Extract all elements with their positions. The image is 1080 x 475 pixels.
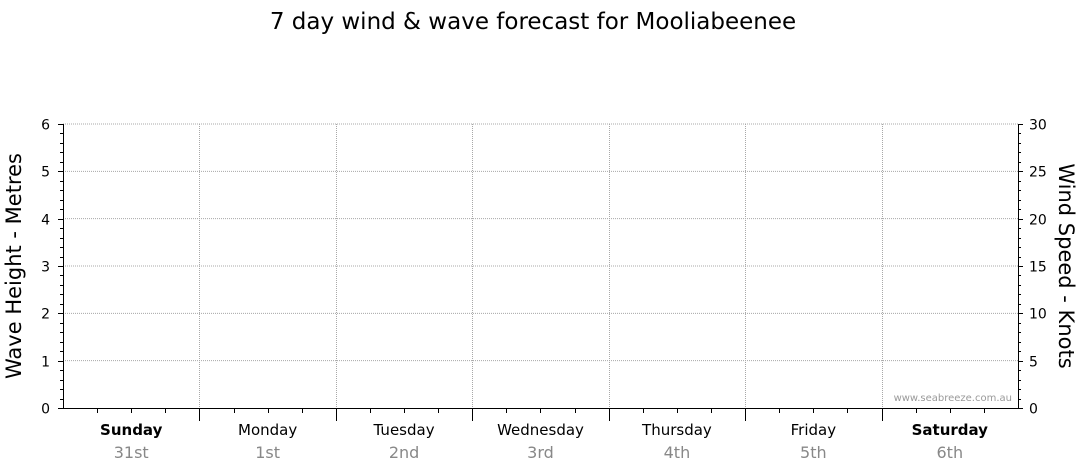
right-tick-label: 30 — [1029, 118, 1047, 134]
right-tick-label: 15 — [1029, 260, 1047, 276]
chart-title: 7 day wind & wave forecast for Mooliabee… — [270, 9, 796, 35]
day-date-label: 3rd — [527, 443, 554, 462]
day-name-label: Wednesday — [497, 421, 584, 439]
right-tick-label: 20 — [1029, 213, 1047, 229]
day-date-label: 31st — [114, 443, 149, 462]
left-tick-label: 5 — [41, 165, 50, 181]
left-tick-label: 6 — [41, 118, 50, 134]
day-name-label: Friday — [791, 421, 837, 439]
day-date-label: 5th — [800, 443, 827, 462]
day-name-label: Tuesday — [373, 421, 435, 439]
left-tick-label: 2 — [41, 307, 50, 323]
right-tick-label: 25 — [1029, 165, 1047, 181]
day-labels: Sunday 31st Monday 1st Tuesday 2nd Wednesday 3r… — [100, 421, 988, 462]
right-tick-label: 5 — [1029, 355, 1038, 371]
day-date-label: 1st — [255, 443, 280, 462]
watermark: www.seabreeze.com.au — [894, 393, 1012, 404]
day-name-label: Thursday — [641, 421, 712, 439]
left-tick-label: 3 — [41, 260, 50, 276]
left-axis-ticks: 0 1 2 3 4 5 6 — [41, 118, 63, 418]
day-date-label: 4th — [664, 443, 691, 462]
day-date-label: 2nd — [389, 443, 419, 462]
left-tick-label: 1 — [41, 355, 50, 371]
axes — [63, 124, 1019, 421]
day-name-label: Saturday — [912, 421, 989, 439]
day-date-label: 6th — [936, 443, 963, 462]
right-axis-ticks: 0 5 10 15 20 25 30 — [1018, 118, 1047, 418]
day-name-label: Monday — [238, 421, 297, 439]
right-tick-label: 0 — [1029, 402, 1038, 418]
y-axis-right-title: Wind Speed - Knots — [1054, 163, 1078, 368]
left-tick-label: 4 — [41, 213, 50, 229]
y-axis-left-title: Wave Height - Metres — [2, 153, 26, 379]
right-tick-label: 10 — [1029, 307, 1047, 323]
grid-lines — [63, 123, 1018, 408]
left-tick-label: 0 — [41, 402, 50, 418]
day-name-label: Sunday — [100, 421, 163, 439]
